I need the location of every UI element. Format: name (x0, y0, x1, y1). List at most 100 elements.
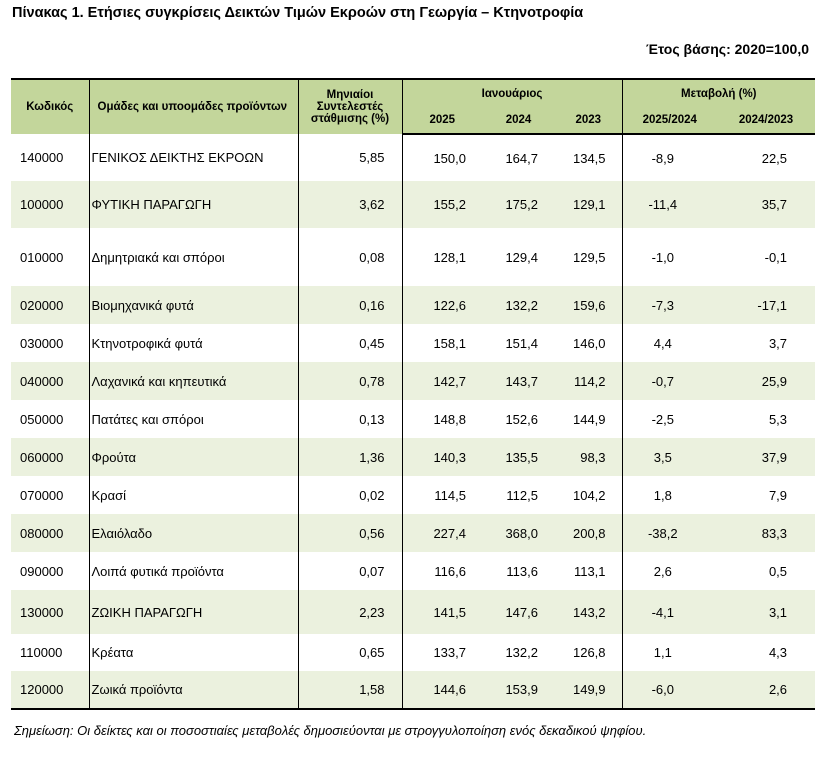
row-value-2025: 227,4 (401, 514, 482, 552)
header-change-2024-2023: 2024/2023 (717, 107, 816, 135)
row-change-2025-2024: -1,0 (621, 228, 718, 286)
row-change-2024-2023: 0,5 (768, 563, 788, 579)
row-value-2025: 133,7 (401, 634, 482, 671)
header-change: Μεταβολή (%) (621, 78, 816, 107)
row-change-2024-2023: 3,1 (717, 590, 816, 634)
table-row: 010000 Δημητριακά και σπόροι 0,08 128,1 129,… (11, 228, 815, 286)
row-code: 040000 (11, 362, 89, 400)
table-body: 140000 ΓΕΝΙΚΟΣ ΔΕΙΚΤΗΣ ΕΚΡΟΩΝ 5,85 150,0 164… (11, 134, 816, 710)
row-value-2024: 129,4 (505, 249, 538, 265)
row-name: Βιομηχανικά φυτά (88, 286, 298, 324)
header-code: Κωδικός (11, 78, 89, 134)
table-row: 130000 ΖΩΙΚΗ ΠΑΡΑΓΩΓΗ 2,23 141,5 147,6 143,2-… (11, 590, 816, 634)
row-change-2024-2023: 22,5 (761, 150, 788, 166)
row-code: 060000 (11, 438, 89, 476)
row-name: ΖΩΙΚΗ ΠΑΡΑΓΩΓΗ (88, 590, 298, 634)
row-value-2024: 143,7 (482, 362, 555, 400)
row-value-2025: 148,8 (401, 400, 482, 438)
row-change-2024-2023: 37,9 (717, 438, 816, 476)
row-change-2024-2023: 5,3 (768, 411, 788, 427)
header-change-2025-2024: 2025/2024 (621, 107, 718, 135)
row-code: 020000 (11, 286, 89, 324)
row-value-2023: 143,2 (555, 590, 623, 634)
row-value-2025: 144,6 (401, 671, 482, 710)
row-change-2024-2023: 2,6 (717, 671, 816, 710)
row-value-2023: 129,5 (572, 249, 606, 265)
header-year-2024: 2024 (482, 107, 555, 135)
row-value-2024: 175,2 (482, 181, 555, 228)
row-change-2025-2024: 3,5 (621, 438, 718, 476)
row-name: Κρέατα (88, 634, 298, 671)
row-value-2023: 114,2 (555, 362, 623, 400)
row-value-2023: 134,5 (572, 150, 606, 166)
row-weight: 5,85 (297, 134, 402, 181)
table-row: 040000 Λαχανικά και κηπευτικά 0,78 142,7 143… (11, 362, 816, 400)
row-code: 120000 (11, 671, 89, 710)
row-value-2025: 122,6 (401, 286, 482, 324)
table-row: 060000 Φρούτα 1,36 140,3 135,5 98,3 3,5 37,9 (11, 438, 816, 476)
row-change-2025-2024: 4,4 (621, 324, 718, 362)
row-weight: 0,45 (297, 324, 402, 362)
row-value-2024: 152,6 (505, 411, 538, 427)
row-code: 050000 (20, 411, 64, 427)
row-code: 030000 (20, 335, 64, 351)
row-change-2025-2024: 1,8 (621, 476, 718, 514)
row-change-2024-2023: 35,7 (717, 181, 816, 228)
table-row: 070000 Κρασί 0,02 114,5 112,5 104,2 1,8 7,9 (11, 476, 815, 514)
header-year-2023: 2023 (555, 107, 623, 135)
row-name: ΦΥΤΙΚΗ ΠΑΡΑΓΩΓΗ (88, 181, 298, 228)
table-row: 110000 Κρέατα 0,65 133,7 132,2 126,8 1,1 4,3 (11, 634, 815, 671)
table-title: Πίνακας 1. Ετήσιες συγκρίσεις Δεικτών Τι… (12, 5, 584, 21)
row-change-2025-2024: -2,5 (621, 400, 718, 438)
row-change-2024-2023: 25,9 (717, 362, 816, 400)
row-value-2025: 142,7 (401, 362, 482, 400)
row-weight: 0,56 (297, 514, 402, 552)
row-value-2025: 155,2 (401, 181, 482, 228)
row-code: 080000 (11, 514, 89, 552)
row-change-2025-2024: 1,1 (621, 634, 718, 671)
row-value-2025: 114,5 (401, 476, 482, 514)
row-value-2024: 164,7 (505, 150, 538, 166)
row-change-2025-2024: -8,9 (621, 134, 718, 181)
row-change-2024-2023: 3,7 (768, 335, 788, 351)
row-weight: 0,16 (297, 286, 402, 324)
row-value-2024: 112,5 (506, 487, 538, 503)
row-code: 090000 (20, 563, 64, 579)
row-weight: 0,02 (297, 476, 402, 514)
row-value-2023: 149,9 (555, 671, 623, 710)
row-name: Λοιπά φυτικά προϊόντα (88, 552, 298, 590)
row-value-2023: 200,8 (555, 514, 623, 552)
header-groups: Ομάδες και υποομάδες προϊόντων (88, 78, 298, 134)
row-code: 140000 (20, 150, 64, 165)
row-name: Ζωικά προϊόντα (88, 671, 298, 710)
row-value-2023: 126,8 (572, 645, 606, 660)
row-change-2025-2024: -0,7 (621, 362, 718, 400)
row-value-2024: 151,4 (505, 335, 538, 351)
row-change-2024-2023: 7,9 (768, 487, 788, 503)
row-weight: 2,23 (297, 590, 402, 634)
table-row: 140000 ΓΕΝΙΚΟΣ ΔΕΙΚΤΗΣ ΕΚΡΟΩΝ 5,85 150,0 164… (11, 134, 815, 181)
row-weight: 1,58 (297, 671, 402, 710)
price-index-table: Κωδικός Ομάδες και υποομάδες προϊόντων Μ… (11, 78, 816, 710)
row-name: Φρούτα (88, 438, 298, 476)
row-change-2024-2023: -0,1 (764, 249, 788, 265)
row-weight: 0,08 (297, 228, 402, 286)
row-code: 100000 (11, 181, 89, 228)
base-year-label: Έτος βάσης: 2020=100,0 (646, 41, 809, 57)
row-value-2023: 129,1 (555, 181, 623, 228)
row-value-2024: 132,2 (482, 286, 555, 324)
row-value-2024: 153,9 (482, 671, 555, 710)
row-value-2024: 368,0 (482, 514, 555, 552)
table-row: 050000 Πατάτες και σπόροι 0,13 148,8 152,6 14… (11, 400, 815, 438)
row-code: 110000 (20, 645, 63, 660)
row-value-2024: 147,6 (482, 590, 555, 634)
header-january: Ιανουάριος (401, 78, 623, 107)
row-weight: 0,78 (297, 362, 402, 400)
table-row: 120000 Ζωικά προϊόντα 1,58 144,6 153,9 149,9-… (11, 671, 816, 710)
row-change-2024-2023: 4,3 (768, 645, 788, 660)
row-change-2024-2023: -17,1 (717, 286, 816, 324)
row-weight: 0,07 (297, 552, 402, 590)
row-weight: 3,62 (297, 181, 402, 228)
header-year-2025: 2025 (401, 107, 482, 135)
row-change-2025-2024: -11,4 (621, 181, 718, 228)
